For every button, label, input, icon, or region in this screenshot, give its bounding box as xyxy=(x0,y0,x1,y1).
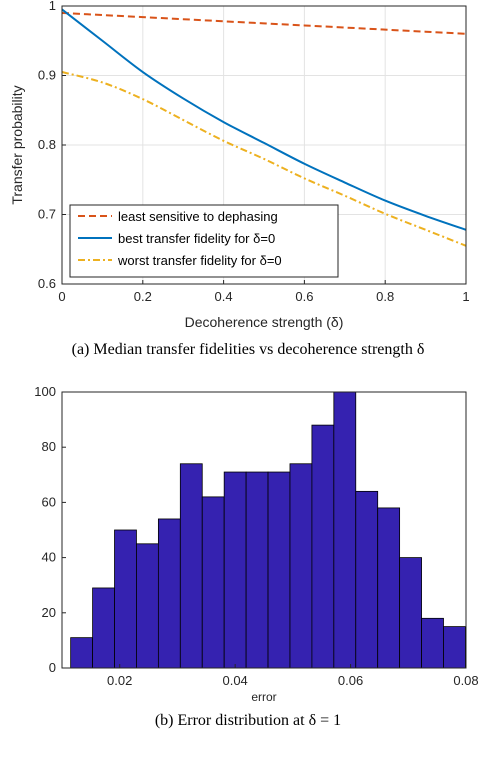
series-line-1 xyxy=(61,11,467,35)
histogram-bar xyxy=(377,507,401,669)
histogram-bar xyxy=(223,471,247,669)
line-chart-panel: 0 0.2 0.4 0.6 0.8 1 0.6 0.7 0.8 0.9 1 Transfer pro… xyxy=(9,0,470,358)
histogram-bars xyxy=(70,391,466,669)
legend-label-1: least sensitive to dephasing xyxy=(118,209,278,224)
histogram-bar xyxy=(333,391,357,669)
series-line-2 xyxy=(61,8,467,231)
y-tick-label: 40 xyxy=(42,550,56,565)
histogram-bar xyxy=(114,529,137,669)
histogram-bar xyxy=(267,471,291,669)
histogram-bar xyxy=(355,490,379,669)
y-tick-label: 1 xyxy=(49,0,56,13)
histogram-bar xyxy=(70,637,93,669)
x-tick-label: 0.6 xyxy=(295,289,313,304)
legend-label-2: best transfer fidelity for δ=0 xyxy=(118,231,275,246)
x-tick-label: 0.06 xyxy=(338,673,363,688)
histogram-panel: 0.02 0.04 0.06 0.08 0 20 40 60 80 100 error (b) E… xyxy=(34,384,478,729)
axes-frame xyxy=(61,391,467,669)
y-tick-label: 0.6 xyxy=(38,276,56,291)
y-tick-label: 80 xyxy=(42,439,56,454)
x-axis-label: Decoherence strength (δ) xyxy=(185,314,344,330)
x-tick-label: 0.02 xyxy=(107,673,132,688)
histogram-bar xyxy=(399,557,422,669)
histogram-bar xyxy=(421,617,444,669)
histogram-bar xyxy=(201,496,225,669)
y-tick-label: 60 xyxy=(42,494,56,509)
caption-a: (a) Median transfer fidelities vs decohe… xyxy=(72,341,425,358)
y-tick-label: 0.7 xyxy=(38,207,56,222)
legend-label-3: worst transfer fidelity for δ=0 xyxy=(117,253,282,268)
series-line-3 xyxy=(61,71,467,247)
y-tick-label: 0.8 xyxy=(38,137,56,152)
axes-frame xyxy=(61,5,467,285)
x-tick-label: 0.04 xyxy=(222,673,247,688)
x-tick-label: 0 xyxy=(58,289,65,304)
histogram-bar xyxy=(245,471,269,669)
x-tick-label: 1 xyxy=(462,289,469,304)
histogram-bar xyxy=(311,424,335,669)
histogram-bar xyxy=(443,626,466,669)
histogram-bar xyxy=(289,463,313,669)
x-axis-label: error xyxy=(251,690,276,704)
y-tick-label: 20 xyxy=(42,605,56,620)
y-tick-label: 0 xyxy=(49,660,56,675)
y-axis-label: Transfer probability xyxy=(9,85,25,204)
histogram-bar xyxy=(179,463,203,669)
x-tick-label: 0.2 xyxy=(134,289,152,304)
tick-labels: 0.02 0.04 0.06 0.08 0 20 40 60 80 100 xyxy=(34,384,478,688)
histogram-bar xyxy=(157,518,181,669)
y-tick-label: 100 xyxy=(34,384,56,399)
legend: least sensitive to dephasing best transfe… xyxy=(69,204,339,278)
x-tick-label: 0.4 xyxy=(215,289,233,304)
x-tick-label: 0.08 xyxy=(453,673,478,688)
series-lines xyxy=(61,8,467,247)
legend-box xyxy=(69,204,339,278)
tick-labels: 0 0.2 0.4 0.6 0.8 1 0.6 0.7 0.8 0.9 1 xyxy=(38,0,470,304)
caption-b: (b) Error distribution at δ = 1 xyxy=(155,712,341,729)
y-tick-label: 0.9 xyxy=(38,68,56,83)
histogram-bar xyxy=(136,543,159,669)
x-tick-label: 0.8 xyxy=(376,289,394,304)
histogram-bar xyxy=(92,587,115,669)
